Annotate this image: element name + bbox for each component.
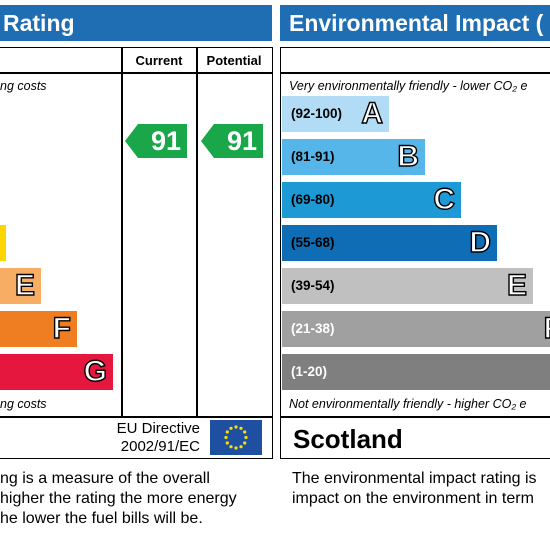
energy-potential-column-divider	[196, 47, 198, 417]
environment-band-a: (92-100) A	[282, 96, 389, 132]
energy-top-note: ng costs	[0, 79, 47, 93]
environment-band-c-range: (69-80)	[291, 192, 335, 207]
environment-description-line1: The environmental impact rating is	[292, 470, 537, 487]
environment-band-e: (39-54) E	[282, 268, 533, 304]
eu-flag-icon	[210, 420, 262, 455]
country-label: Scotland	[293, 424, 403, 454]
energy-bottom-note: ng costs	[0, 397, 47, 411]
energy-description-line3: he lower the fuel bills will be.	[0, 510, 203, 527]
environment-band-b-letter: B	[397, 139, 420, 173]
environment-band-c-letter: C	[433, 182, 456, 216]
environment-band-d-letter: D	[469, 225, 492, 259]
environment-band-a-range: (92-100)	[291, 106, 343, 121]
eu-directive-line2: 2002/91/EC	[120, 438, 200, 455]
energy-footer-divider	[0, 416, 272, 418]
environment-band-e-range: (39-54)	[291, 278, 335, 293]
environment-band-b-range: (81-91)	[291, 149, 335, 164]
energy-band-d	[0, 225, 6, 261]
environment-band-b: (81-91) B	[282, 139, 425, 175]
current-rating-arrow: 91	[125, 124, 187, 158]
energy-description-line2: higher the rating the more energy	[0, 490, 237, 507]
energy-header-divider	[0, 72, 272, 74]
energy-rating-title: Rating	[3, 10, 75, 36]
environment-band-g: (1-20)	[282, 354, 550, 390]
environment-band-c: (69-80) C	[282, 182, 461, 218]
environment-description-line2: impact on the environment in term	[292, 490, 534, 507]
environment-band-f-range: (21-38)	[291, 321, 335, 336]
potential-rating-value: 91	[226, 126, 257, 156]
energy-band-g: G	[0, 354, 113, 390]
potential-column-header: Potential	[206, 53, 262, 68]
energy-band-g-letter: G	[83, 354, 108, 388]
energy-band-f: F	[0, 311, 77, 347]
environment-band-d-range: (55-68)	[291, 235, 335, 250]
energy-band-e: E	[0, 268, 41, 304]
energy-current-column-divider	[121, 47, 123, 417]
environment-footer-divider	[280, 416, 550, 418]
environment-description: The environmental impact rating is impac…	[292, 469, 537, 509]
environment-top-note: Very environmentally friendly - lower CO…	[289, 79, 528, 93]
potential-rating-arrow: 91	[201, 124, 263, 158]
environment-band-d: (55-68) D	[282, 225, 497, 261]
environment-bottom-note: Not environmentally friendly - higher CO…	[289, 397, 527, 411]
environment-band-f-letter: F	[543, 311, 550, 347]
environment-band-e-letter: E	[506, 268, 527, 302]
environmental-impact-table	[280, 47, 550, 459]
eu-directive-line1: EU Directive	[116, 420, 200, 437]
energy-description-line1: ng is a measure of the overall	[0, 470, 210, 487]
environment-band-f: (21-38) F	[282, 311, 550, 347]
current-rating-value: 91	[150, 126, 181, 156]
environmental-impact-title: Environmental Impact (	[289, 10, 544, 36]
eu-directive-text: EU Directive 2002/91/EC	[98, 420, 200, 456]
energy-rating-title-bar: Rating	[0, 5, 272, 41]
energy-band-e-letter: E	[14, 268, 35, 302]
energy-rating-table	[0, 47, 273, 459]
environmental-impact-title-bar: Environmental Impact (	[280, 5, 550, 41]
environment-band-g-range: (1-20)	[291, 364, 328, 379]
energy-description: ng is a measure of the overall higher th…	[0, 469, 237, 529]
environment-header-divider	[280, 72, 550, 74]
potential-arrow-shape	[201, 124, 263, 158]
energy-band-f-letter: F	[52, 311, 72, 345]
current-arrow-shape	[125, 124, 187, 158]
environment-band-a-letter: A	[361, 96, 384, 130]
current-column-header: Current	[135, 53, 183, 68]
